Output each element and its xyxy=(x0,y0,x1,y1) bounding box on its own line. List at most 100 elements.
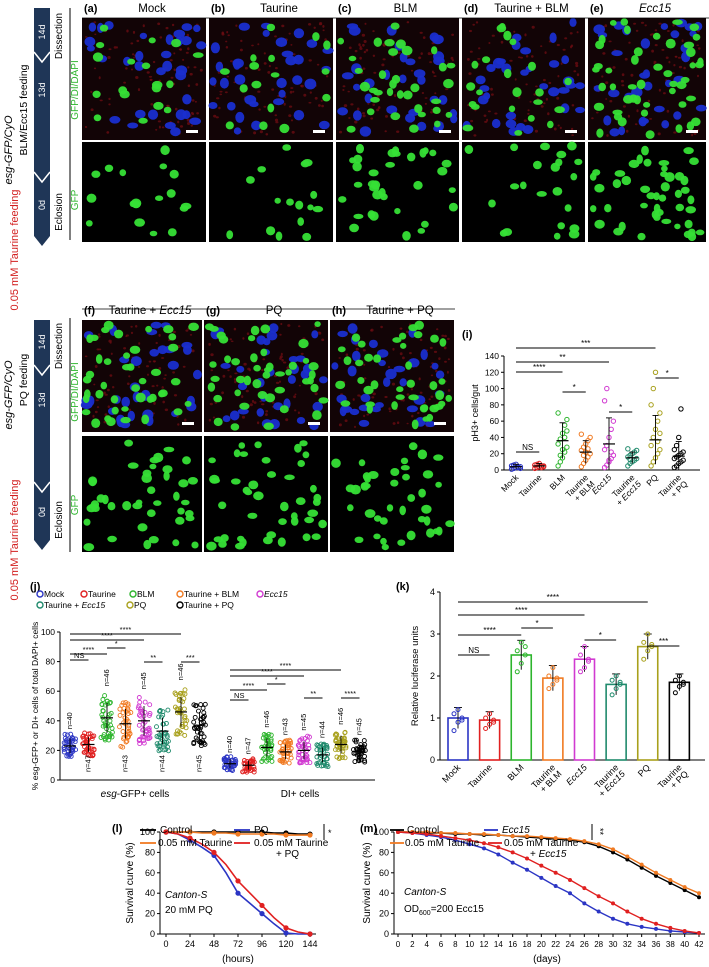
x-tick-label: 144 xyxy=(302,939,317,949)
significance-label: *** xyxy=(581,339,590,348)
cell xyxy=(345,484,356,493)
cell xyxy=(295,497,306,505)
cell xyxy=(246,332,250,336)
cell xyxy=(126,382,130,386)
cell xyxy=(149,78,153,81)
cell xyxy=(111,406,119,415)
cell xyxy=(633,47,643,57)
cell xyxy=(372,30,375,33)
cell xyxy=(681,39,684,43)
x-tick-label: 24 xyxy=(566,940,575,949)
cell xyxy=(366,413,370,416)
cell xyxy=(307,204,314,211)
cell xyxy=(575,61,579,65)
cell xyxy=(373,71,377,74)
cell xyxy=(407,152,416,162)
cell xyxy=(156,384,159,387)
cell xyxy=(300,84,304,88)
cell xyxy=(130,325,133,328)
cell xyxy=(385,368,397,380)
data-point xyxy=(63,740,69,746)
cell xyxy=(196,41,207,50)
legend-label: Taurine xyxy=(88,589,116,599)
cell xyxy=(352,350,361,362)
series-marker xyxy=(453,831,458,836)
significance-label: **** xyxy=(261,667,273,676)
cell xyxy=(253,131,257,135)
cell xyxy=(185,515,195,522)
cell xyxy=(491,118,501,129)
y-tick-label: 40 xyxy=(145,888,155,898)
x-tick-label: 96 xyxy=(257,939,267,949)
cell xyxy=(318,120,330,130)
cell xyxy=(429,149,437,157)
cell xyxy=(125,67,128,70)
cell xyxy=(178,48,182,51)
cell xyxy=(189,72,193,76)
cell xyxy=(97,335,101,338)
data-point xyxy=(179,721,185,727)
scale-bar xyxy=(439,130,451,133)
cell xyxy=(177,507,185,515)
series-marker xyxy=(553,836,558,841)
cell xyxy=(642,69,651,78)
cell xyxy=(173,394,178,397)
data-point xyxy=(126,725,132,731)
cell xyxy=(383,377,391,387)
group-label: DI+ cells xyxy=(281,789,320,800)
data-point xyxy=(554,677,560,683)
series-marker xyxy=(682,885,687,890)
cell xyxy=(293,395,296,399)
cell xyxy=(672,19,683,26)
cell xyxy=(661,120,670,129)
cell xyxy=(153,500,162,506)
cell xyxy=(486,64,496,72)
cell xyxy=(421,92,425,94)
cell xyxy=(163,446,175,453)
cell xyxy=(437,166,448,176)
cell xyxy=(257,90,261,93)
x-tick-label: BLM xyxy=(506,762,526,782)
cell xyxy=(540,45,543,48)
cell xyxy=(337,107,348,116)
cell xyxy=(108,97,111,101)
cell xyxy=(353,154,363,164)
significance-label: * xyxy=(328,828,332,838)
legend-marker xyxy=(256,590,264,598)
data-point xyxy=(147,711,153,716)
cell xyxy=(312,401,323,412)
cell xyxy=(444,360,447,363)
cell xyxy=(257,166,267,173)
cell xyxy=(380,537,387,545)
cell xyxy=(142,24,145,28)
cell xyxy=(195,83,199,86)
cell xyxy=(227,101,236,111)
cell xyxy=(539,83,549,90)
cell xyxy=(593,24,605,35)
cell xyxy=(153,101,164,110)
data-point xyxy=(680,457,686,463)
cell xyxy=(367,210,376,219)
cell xyxy=(90,90,93,94)
data-point xyxy=(140,734,146,740)
cell xyxy=(331,458,341,468)
cell xyxy=(314,392,318,396)
cell xyxy=(606,134,609,137)
cell xyxy=(475,21,479,24)
cell xyxy=(627,114,631,118)
cell xyxy=(400,457,409,465)
cell xyxy=(390,22,400,30)
cell xyxy=(260,324,271,334)
cell xyxy=(208,418,212,422)
cell xyxy=(399,352,403,356)
cell xyxy=(628,159,640,168)
cell xyxy=(244,66,248,70)
cell xyxy=(483,114,487,117)
cell xyxy=(254,441,262,449)
cell xyxy=(669,87,676,95)
legend-marker xyxy=(36,601,44,609)
cell xyxy=(355,347,359,351)
cell xyxy=(335,380,346,390)
cell xyxy=(316,63,320,66)
